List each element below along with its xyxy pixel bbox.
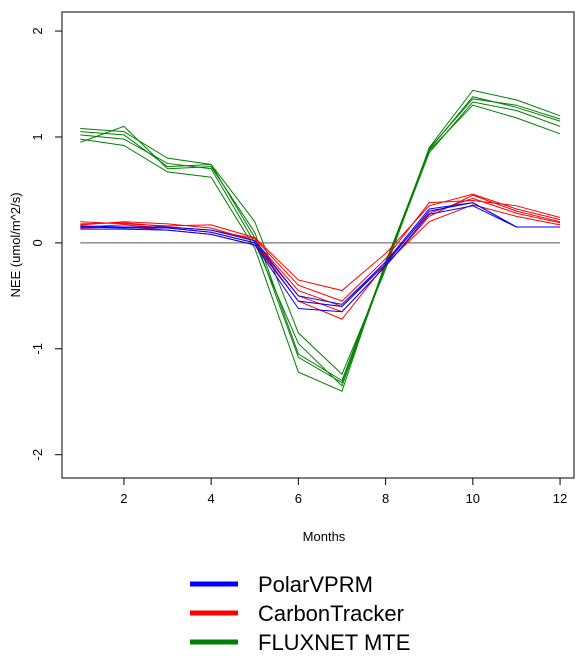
- y-tick-label: -1: [30, 343, 45, 355]
- plot-frame: [61, 11, 575, 479]
- series-line: [80, 202, 561, 307]
- series-line: [80, 104, 561, 392]
- legend-label: CarbonTracker: [258, 601, 404, 626]
- x-tick-label: 4: [208, 491, 215, 506]
- y-tick-label: -2: [30, 449, 45, 461]
- series-line: [80, 200, 561, 302]
- x-tick-label: 12: [553, 491, 567, 506]
- x-tick-label: 8: [382, 491, 389, 506]
- series-line: [80, 197, 561, 308]
- series-line: [80, 205, 561, 313]
- series-line: [80, 202, 561, 305]
- x-tick-label: 6: [295, 491, 302, 506]
- legend-label: FLUXNET MTE: [258, 630, 410, 655]
- y-tick-label: 2: [30, 27, 45, 34]
- series-line: [80, 96, 561, 382]
- y-tick-label: 1: [30, 133, 45, 140]
- series-line: [80, 193, 561, 292]
- x-axis-label: Months: [303, 529, 346, 544]
- y-tick-label: 0: [30, 239, 45, 246]
- series-line: [80, 89, 561, 376]
- x-tick-label: 10: [466, 491, 480, 506]
- x-tick-label: 2: [120, 491, 127, 506]
- series-line: [80, 204, 561, 320]
- series-line: [80, 98, 561, 384]
- y-axis-label: NEE (umol/m^2/s): [8, 192, 23, 297]
- legend: PolarVPRM CarbonTracker FLUXNET MTE: [190, 572, 410, 655]
- series-line: [80, 101, 561, 387]
- legend-label: PolarVPRM: [258, 572, 373, 597]
